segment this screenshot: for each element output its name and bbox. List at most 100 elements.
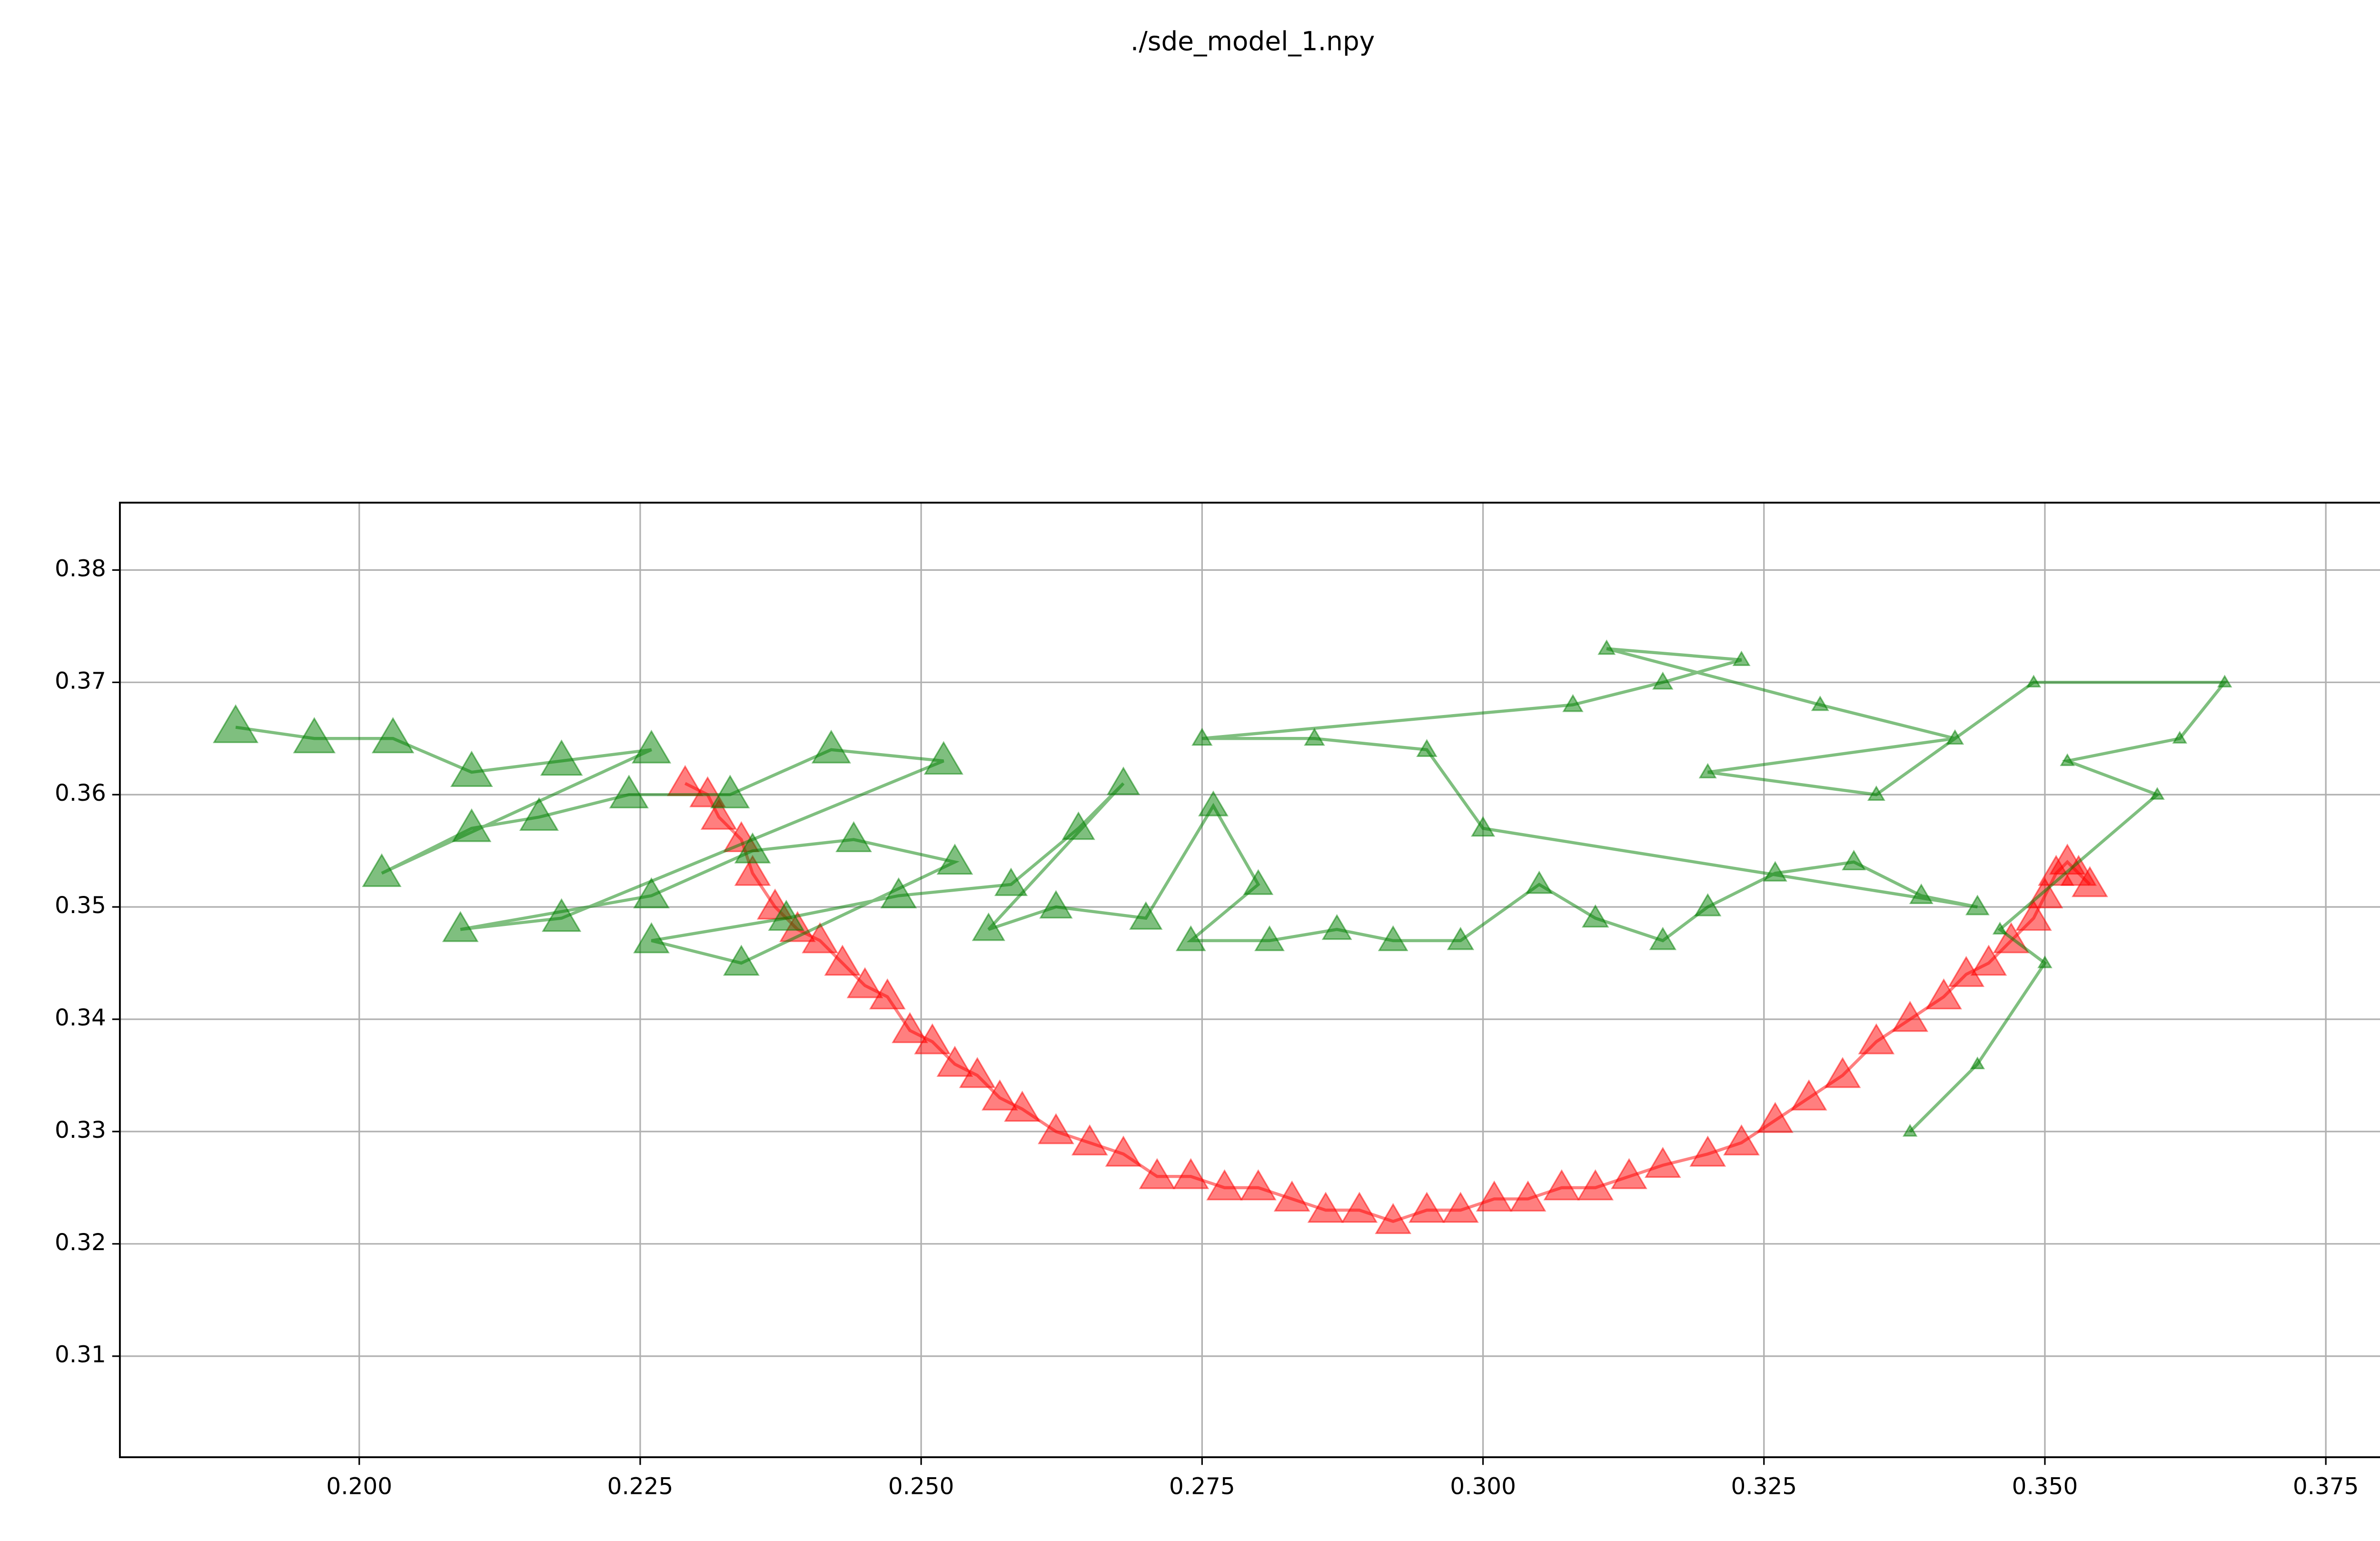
marker	[1004, 1091, 1041, 1122]
marker	[1375, 1203, 1412, 1234]
y-tick-label: 0.32	[55, 1229, 106, 1256]
marker	[1240, 1169, 1277, 1201]
marker	[1408, 1192, 1445, 1223]
marker	[824, 944, 861, 976]
chart-title: ./sde_model_1.npy	[1130, 26, 1375, 57]
marker	[914, 1023, 951, 1054]
marker	[519, 797, 559, 831]
marker	[362, 853, 402, 887]
marker	[723, 944, 760, 976]
series-line	[235, 647, 2228, 1133]
marker	[1842, 849, 1866, 871]
marker	[1581, 904, 1609, 928]
marker	[631, 729, 672, 764]
marker	[1644, 1146, 1681, 1178]
marker	[1597, 639, 1616, 655]
y-tick-label: 0.33	[55, 1117, 106, 1143]
x-tick-label: 0.375	[2293, 1473, 2359, 1500]
marker	[1476, 1180, 1513, 1212]
marker	[1698, 763, 1717, 778]
marker	[1562, 694, 1584, 712]
marker	[1039, 890, 1073, 919]
marker	[869, 978, 906, 1010]
marker	[667, 765, 704, 796]
x-tick-label: 0.225	[607, 1473, 674, 1500]
marker	[542, 898, 582, 932]
marker	[1191, 727, 1213, 746]
marker	[1858, 1023, 1895, 1054]
marker	[213, 704, 259, 743]
plot-frame	[119, 501, 2380, 1458]
marker	[959, 1057, 996, 1088]
marker	[1763, 861, 1787, 882]
marker	[936, 844, 973, 875]
y-tick-label: 0.34	[55, 1004, 106, 1031]
marker	[1790, 1079, 1827, 1111]
marker	[1723, 1124, 1760, 1155]
marker	[1543, 1169, 1580, 1201]
marker	[1206, 1169, 1243, 1201]
marker	[609, 775, 649, 808]
marker	[2217, 675, 2232, 687]
marker	[1447, 926, 1475, 950]
marker	[2037, 955, 2053, 968]
plot-area	[213, 639, 2232, 1234]
marker	[1757, 1102, 1794, 1133]
marker	[1105, 1135, 1142, 1167]
marker	[2060, 753, 2075, 766]
marker	[1577, 1169, 1614, 1201]
marker	[1965, 895, 1990, 915]
marker	[1061, 811, 1095, 840]
marker	[1321, 914, 1352, 940]
marker	[452, 808, 492, 842]
marker	[1378, 925, 1408, 951]
marker	[1909, 883, 1934, 904]
marker	[1175, 925, 1206, 951]
marker	[1442, 1192, 1479, 1223]
y-tick-label: 0.38	[55, 555, 106, 582]
marker	[1304, 727, 1325, 746]
marker	[923, 741, 963, 775]
x-tick-label: 0.350	[2012, 1473, 2078, 1500]
x-tick-label: 0.325	[1731, 1473, 1797, 1500]
marker	[1416, 739, 1438, 757]
marker	[1694, 893, 1722, 916]
marker	[1970, 1056, 1985, 1070]
marker	[442, 911, 479, 942]
marker	[1254, 925, 1285, 951]
marker	[1038, 1113, 1074, 1144]
marker	[1992, 922, 2008, 935]
marker	[2172, 731, 2188, 744]
x-tick-label: 0.200	[326, 1473, 392, 1500]
marker	[710, 775, 750, 808]
marker	[1273, 1180, 1310, 1212]
marker	[1970, 944, 2007, 976]
marker	[2015, 899, 2052, 931]
y-tick-label: 0.35	[55, 892, 106, 919]
marker	[1509, 1180, 1547, 1212]
marker	[1867, 785, 1885, 801]
marker	[994, 867, 1028, 896]
x-tick-label: 0.275	[1169, 1473, 1235, 1500]
marker	[633, 877, 670, 908]
marker	[293, 717, 336, 754]
marker	[972, 912, 1005, 941]
marker	[1198, 790, 1229, 816]
x-tick-label: 0.250	[888, 1473, 954, 1500]
marker	[1139, 1158, 1176, 1189]
marker	[802, 922, 839, 954]
marker	[1652, 671, 1674, 690]
marker	[892, 1012, 928, 1044]
marker	[1525, 870, 1553, 894]
marker	[835, 821, 872, 853]
marker	[1902, 1123, 1918, 1137]
marker	[633, 922, 670, 954]
marker	[1341, 1192, 1378, 1223]
marker	[540, 739, 583, 776]
marker	[768, 899, 805, 931]
marker	[1307, 1192, 1344, 1223]
marker	[371, 717, 415, 754]
marker	[1129, 901, 1163, 930]
marker	[936, 1045, 973, 1077]
marker	[1649, 926, 1676, 950]
